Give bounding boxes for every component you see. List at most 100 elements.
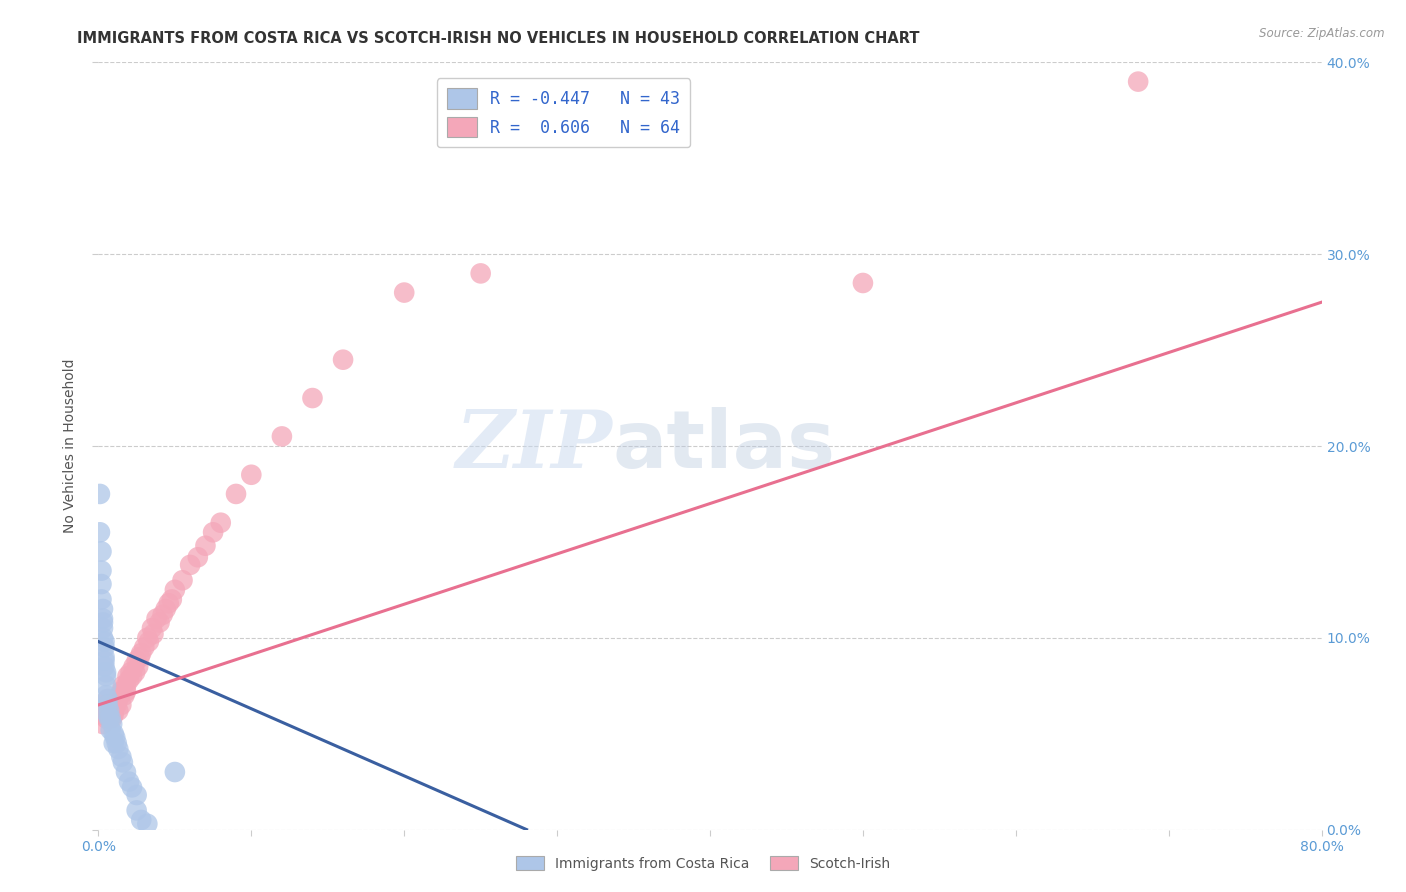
Point bbox=[98, 711, 121, 725]
Point bbox=[91, 615, 114, 630]
Point bbox=[100, 707, 122, 722]
Point bbox=[103, 736, 125, 750]
Point bbox=[152, 607, 174, 622]
Point bbox=[115, 679, 138, 693]
Text: ZIP: ZIP bbox=[456, 408, 612, 484]
Legend: Immigrants from Costa Rica, Scotch-Irish: Immigrants from Costa Rica, Scotch-Irish bbox=[510, 850, 896, 876]
Point bbox=[129, 646, 152, 660]
Point bbox=[110, 684, 132, 698]
Point bbox=[104, 731, 127, 745]
Point bbox=[110, 698, 132, 712]
Point bbox=[105, 736, 128, 750]
Y-axis label: No Vehicles in Household: No Vehicles in Household bbox=[63, 359, 77, 533]
Point bbox=[115, 684, 138, 698]
Point bbox=[90, 564, 112, 578]
Point bbox=[90, 577, 112, 591]
Point bbox=[94, 689, 117, 703]
Point bbox=[118, 774, 141, 789]
Point bbox=[103, 707, 125, 722]
Point bbox=[225, 487, 247, 501]
Point bbox=[97, 704, 120, 718]
Point bbox=[125, 804, 148, 818]
Point bbox=[101, 698, 124, 712]
Point bbox=[107, 742, 129, 756]
Point bbox=[112, 689, 135, 703]
Point bbox=[98, 704, 121, 718]
Point bbox=[209, 516, 232, 530]
Point bbox=[194, 539, 217, 553]
Point bbox=[187, 550, 209, 565]
Point bbox=[136, 817, 159, 831]
Point bbox=[91, 612, 114, 626]
Point bbox=[93, 649, 115, 664]
Point bbox=[121, 669, 143, 683]
Point bbox=[118, 673, 141, 687]
Point bbox=[97, 707, 120, 722]
Point bbox=[141, 621, 163, 635]
Point bbox=[128, 649, 150, 664]
Point bbox=[94, 679, 117, 693]
Point bbox=[301, 391, 323, 405]
Point bbox=[97, 692, 120, 706]
Point bbox=[90, 707, 112, 722]
Point bbox=[136, 631, 159, 645]
Point bbox=[103, 726, 125, 740]
Point bbox=[93, 634, 115, 648]
Point bbox=[98, 698, 121, 712]
Point bbox=[163, 582, 186, 597]
Point bbox=[270, 429, 292, 443]
Point bbox=[94, 669, 117, 683]
Legend: R = -0.447   N = 43, R =  0.606   N = 64: R = -0.447 N = 43, R = 0.606 N = 64 bbox=[437, 78, 690, 147]
Point bbox=[240, 467, 263, 482]
Point bbox=[852, 276, 875, 290]
Point bbox=[91, 621, 114, 635]
Point bbox=[145, 612, 167, 626]
Point bbox=[90, 592, 112, 607]
Point bbox=[121, 780, 143, 795]
Point bbox=[125, 788, 148, 802]
Point bbox=[1128, 74, 1150, 88]
Point bbox=[392, 285, 416, 300]
Text: IMMIGRANTS FROM COSTA RICA VS SCOTCH-IRISH NO VEHICLES IN HOUSEHOLD CORRELATION : IMMIGRANTS FROM COSTA RICA VS SCOTCH-IRI… bbox=[77, 31, 920, 46]
Point bbox=[107, 704, 129, 718]
Point bbox=[124, 665, 146, 680]
Point bbox=[98, 711, 121, 725]
Point bbox=[108, 689, 131, 703]
Point bbox=[101, 711, 124, 725]
Point bbox=[122, 659, 145, 673]
Point bbox=[110, 749, 132, 764]
Point bbox=[101, 717, 124, 731]
Point bbox=[149, 615, 172, 630]
Text: Source: ZipAtlas.com: Source: ZipAtlas.com bbox=[1260, 27, 1385, 40]
Point bbox=[179, 558, 201, 572]
Point bbox=[89, 487, 111, 501]
Point bbox=[470, 266, 492, 280]
Point bbox=[120, 665, 142, 680]
Point bbox=[97, 698, 120, 712]
Point bbox=[91, 631, 114, 645]
Point bbox=[111, 679, 134, 693]
Point bbox=[138, 634, 160, 648]
Point bbox=[117, 669, 139, 683]
Point bbox=[94, 711, 117, 725]
Point bbox=[134, 640, 156, 655]
Point bbox=[90, 544, 112, 558]
Point bbox=[91, 717, 114, 731]
Point bbox=[94, 698, 117, 712]
Point bbox=[93, 707, 115, 722]
Point bbox=[157, 596, 180, 610]
Point bbox=[93, 659, 115, 673]
Point bbox=[94, 665, 117, 680]
Point bbox=[104, 698, 127, 712]
Point bbox=[163, 765, 186, 780]
Point bbox=[127, 659, 149, 673]
Point bbox=[100, 711, 122, 725]
Point bbox=[105, 698, 128, 712]
Point bbox=[104, 692, 127, 706]
Point bbox=[89, 525, 111, 540]
Point bbox=[100, 723, 122, 737]
Point bbox=[91, 602, 114, 616]
Point bbox=[129, 813, 152, 827]
Point bbox=[332, 352, 354, 367]
Point bbox=[103, 704, 125, 718]
